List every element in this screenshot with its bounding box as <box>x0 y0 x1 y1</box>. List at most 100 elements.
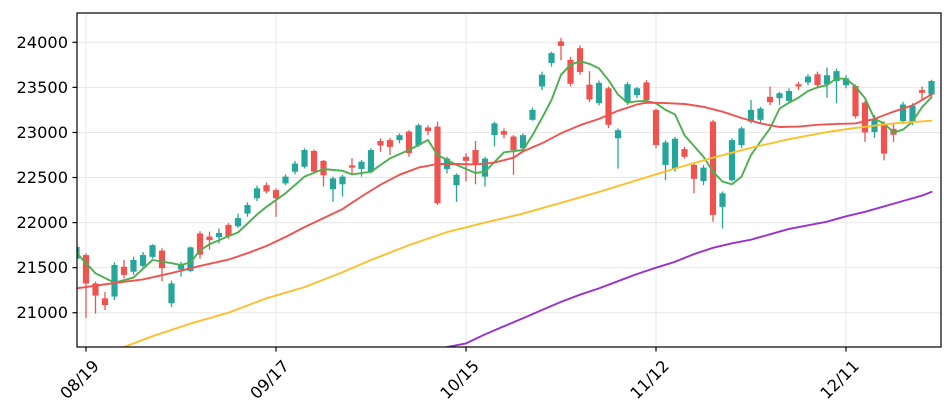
candle-body <box>253 188 261 199</box>
candle-body <box>405 131 413 154</box>
candle-body <box>472 150 479 164</box>
candle-body <box>548 53 555 64</box>
candle-body <box>244 205 251 214</box>
candle-body <box>643 82 650 100</box>
candle-body <box>690 164 698 179</box>
candle-body <box>918 90 926 93</box>
candle-body <box>272 190 280 199</box>
candle-body <box>700 167 707 182</box>
candle-body <box>453 174 460 186</box>
candle-body <box>709 121 717 215</box>
y-tick-label: 23500 <box>17 78 69 97</box>
y-tick-label: 24000 <box>17 33 69 52</box>
ma-line-green <box>77 60 933 284</box>
candle-body <box>766 96 774 103</box>
candle-body <box>291 163 299 172</box>
candle-body <box>120 266 128 275</box>
candle-body <box>804 76 812 83</box>
candle-body <box>681 149 688 157</box>
candle-body <box>225 224 232 237</box>
y-tick-label: 23000 <box>17 123 69 142</box>
candle-body <box>101 298 109 306</box>
candle-body <box>377 141 384 146</box>
candle-body <box>719 193 726 207</box>
candle-body <box>82 255 90 284</box>
y-tick-label: 21500 <box>17 258 69 277</box>
candle-body <box>823 75 831 85</box>
candle-body <box>747 109 755 122</box>
candle-body <box>861 102 869 133</box>
candle-body <box>329 178 337 190</box>
candle-body <box>728 140 736 181</box>
candle-body <box>310 150 318 172</box>
candle-body <box>177 264 185 270</box>
y-tick-label: 22000 <box>17 213 69 232</box>
candle-body <box>880 123 888 154</box>
candle-body <box>586 84 593 100</box>
ma-line-purple <box>446 190 933 347</box>
candle-body <box>130 260 137 272</box>
candle-body <box>814 74 821 86</box>
candle-body <box>785 90 793 101</box>
candle-body <box>358 161 365 169</box>
candle-body <box>234 218 242 227</box>
candle-body <box>899 104 907 122</box>
candle-body <box>795 84 802 87</box>
ma-line-red <box>77 93 933 290</box>
candle-body <box>567 59 574 84</box>
candle-body <box>92 283 99 296</box>
candle-body <box>757 108 764 120</box>
candle-body <box>491 123 498 136</box>
candle-body <box>462 156 470 161</box>
candle-body <box>481 158 489 177</box>
candle-body <box>348 165 356 168</box>
candle-body <box>909 105 916 123</box>
candle-body <box>111 264 118 297</box>
candle-body <box>633 88 641 96</box>
candle-body <box>595 82 603 104</box>
candle-body <box>386 140 394 147</box>
candle-body <box>301 150 308 167</box>
candle-body <box>557 41 565 46</box>
candle-body <box>139 255 147 266</box>
candle-body <box>187 247 194 271</box>
candle-body <box>367 150 375 172</box>
candle-body <box>833 71 840 82</box>
candle-body <box>415 125 422 146</box>
candle-body <box>776 93 783 99</box>
candle-body <box>424 127 432 132</box>
candle-body <box>282 176 289 184</box>
candle-body <box>576 48 584 73</box>
candle-body <box>671 138 679 169</box>
candle-body <box>77 246 80 259</box>
candle-body <box>158 250 166 269</box>
candle-body <box>652 109 660 146</box>
candle-body <box>519 135 527 149</box>
candle-body <box>538 74 546 87</box>
candle-body <box>196 233 204 255</box>
candle-body <box>605 88 612 125</box>
ma-line-yellow <box>123 119 933 347</box>
y-tick-label: 22500 <box>17 168 69 187</box>
candle-body <box>529 109 536 120</box>
candle-body <box>339 176 346 185</box>
candle-body <box>263 185 270 192</box>
candle-body <box>510 136 517 151</box>
candle-body <box>396 135 403 141</box>
gridlines <box>77 13 941 347</box>
plot-border <box>76 12 942 348</box>
y-axis: 21000 21500 22000 22500 23000 23500 24000 <box>17 33 77 322</box>
candle-body <box>852 86 859 117</box>
candle-body <box>928 81 935 95</box>
candle-body <box>624 84 631 103</box>
candle-body <box>500 131 508 135</box>
candle-body <box>738 128 745 146</box>
y-tick-label: 21000 <box>17 303 69 322</box>
candle-body <box>206 236 213 241</box>
candle-body <box>662 142 669 165</box>
candle-body <box>215 232 223 238</box>
candle-body <box>842 78 850 86</box>
